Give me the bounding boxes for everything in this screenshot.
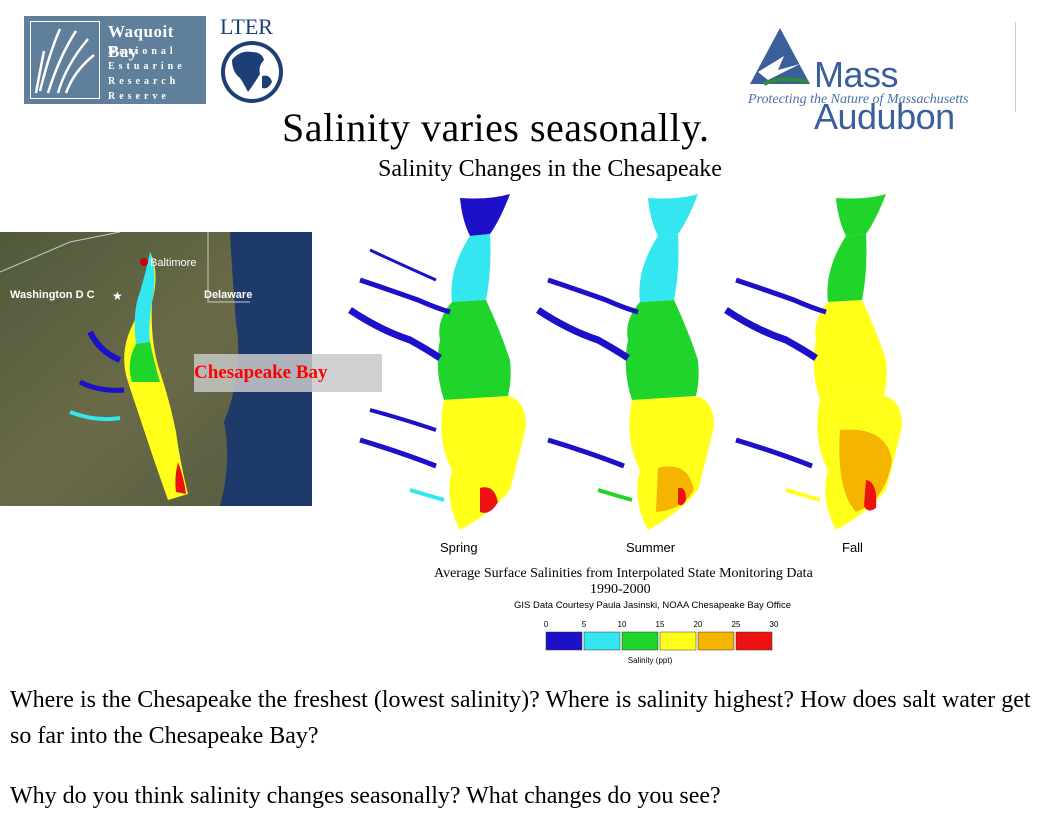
triangle-bird-icon bbox=[750, 28, 810, 86]
legend-tick-label: 20 bbox=[694, 620, 703, 629]
figure-credit: GIS Data Courtesy Paula Jasinski, NOAA C… bbox=[514, 600, 792, 611]
legend-swatch bbox=[659, 631, 697, 651]
lter-text: LTER bbox=[220, 14, 273, 39]
legend-tick-label: 25 bbox=[732, 620, 741, 629]
marsh-grass-icon bbox=[30, 21, 100, 99]
waquoit-line: National bbox=[108, 46, 177, 57]
question-1: Where is the Chesapeake the freshest (lo… bbox=[10, 687, 1031, 749]
salinity-map-summer bbox=[536, 194, 714, 530]
season-label: Spring bbox=[440, 540, 478, 555]
map-label-city2: Washington D C bbox=[10, 289, 95, 301]
star-icon: ★ bbox=[112, 289, 123, 303]
waquoit-bay-logo: Waquoit Bay National Estuarine Research … bbox=[24, 16, 206, 104]
divider bbox=[1015, 22, 1016, 112]
legend-tick-label: 30 bbox=[770, 620, 779, 629]
mass-audubon-logo: Mass Audubon Protecting the Nature of Ma… bbox=[744, 22, 1018, 137]
waquoit-line: Estuarine bbox=[108, 61, 186, 72]
city-marker-icon bbox=[140, 258, 148, 266]
legend-tick-label: 10 bbox=[618, 620, 627, 629]
figure-caption: Average Surface Salinities from Interpol… bbox=[434, 566, 813, 581]
legend-swatch bbox=[735, 631, 773, 651]
salinity-legend: 0 5 10 15 20 25 30 Salinity (ppt) bbox=[544, 620, 779, 665]
waquoit-title: Waquoit Bay bbox=[108, 22, 174, 61]
legend-swatch bbox=[545, 631, 583, 651]
legend-tick-label: 5 bbox=[582, 620, 587, 629]
question-2: Why do you think salinity changes season… bbox=[10, 783, 721, 809]
lter-logo: LTER bbox=[218, 14, 290, 106]
legend-axis-label: Salinity (ppt) bbox=[628, 656, 673, 665]
figure-caption-years: 1990-2000 bbox=[590, 582, 651, 597]
mass-audubon-name: Mass Audubon bbox=[814, 54, 955, 137]
waquoit-line: Research bbox=[108, 76, 180, 87]
salinity-map-spring bbox=[348, 194, 526, 530]
legend-swatch bbox=[697, 631, 735, 651]
map-label-city1: Baltimore bbox=[150, 257, 196, 269]
map-label-state: Delaware bbox=[204, 289, 252, 301]
mass-audubon-tagline: Protecting the Nature of Massachusetts bbox=[748, 92, 969, 107]
salinity-map-fall bbox=[724, 194, 902, 530]
legend-swatch bbox=[621, 631, 659, 651]
season-label: Fall bbox=[842, 540, 863, 555]
figure-subtitle: Salinity Changes in the Chesapeake bbox=[378, 156, 722, 182]
season-label: Summer bbox=[626, 540, 676, 555]
chesapeake-bay-callout: Chesapeake Bay bbox=[194, 354, 382, 392]
legend-tick-label: 15 bbox=[656, 620, 665, 629]
waquoit-line: Reserve bbox=[108, 91, 170, 102]
globe-icon bbox=[221, 41, 283, 103]
legend-tick-label: 0 bbox=[544, 620, 549, 629]
legend-swatch bbox=[583, 631, 621, 651]
satellite-map: Baltimore Washington D C ★ Delaware bbox=[0, 232, 312, 506]
page-title: Salinity varies seasonally. bbox=[282, 105, 710, 150]
